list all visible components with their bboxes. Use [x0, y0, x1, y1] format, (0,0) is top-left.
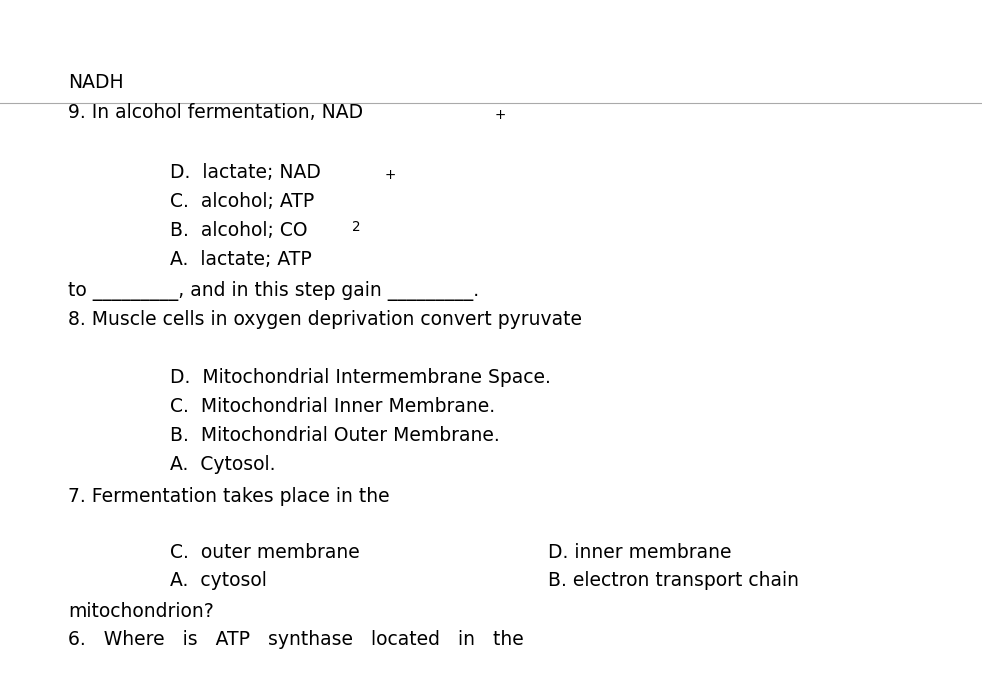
Text: 7. Fermentation takes place in the: 7. Fermentation takes place in the — [68, 487, 390, 506]
Text: C.  alcohol; ATP: C. alcohol; ATP — [170, 192, 314, 211]
Text: C.  Mitochondrial Inner Membrane.: C. Mitochondrial Inner Membrane. — [170, 397, 495, 416]
Text: D.  lactate; NAD: D. lactate; NAD — [170, 163, 321, 182]
Text: NADH: NADH — [68, 73, 124, 92]
Text: A.  lactate; ATP: A. lactate; ATP — [170, 250, 311, 269]
Text: +: + — [495, 108, 507, 122]
Text: B.  alcohol; CO: B. alcohol; CO — [170, 221, 307, 240]
Text: 9. In alcohol fermentation, NAD: 9. In alcohol fermentation, NAD — [68, 103, 363, 122]
Text: to _________, and in this step gain _________.: to _________, and in this step gain ____… — [68, 281, 479, 301]
Text: A.  Cytosol.: A. Cytosol. — [170, 455, 276, 474]
Text: C.  outer membrane: C. outer membrane — [170, 543, 359, 562]
Text: B. electron transport chain: B. electron transport chain — [548, 571, 799, 590]
Text: 6.   Where   is   ATP   synthase   located   in   the: 6. Where is ATP synthase located in the — [68, 630, 523, 649]
Text: 8. Muscle cells in oxygen deprivation convert pyruvate: 8. Muscle cells in oxygen deprivation co… — [68, 310, 582, 329]
Text: A.  cytosol: A. cytosol — [170, 571, 267, 590]
Text: B.  Mitochondrial Outer Membrane.: B. Mitochondrial Outer Membrane. — [170, 426, 500, 445]
Text: mitochondrion?: mitochondrion? — [68, 602, 214, 621]
Text: D.  Mitochondrial Intermembrane Space.: D. Mitochondrial Intermembrane Space. — [170, 368, 551, 387]
Text: +: + — [385, 168, 397, 182]
Text: D. inner membrane: D. inner membrane — [548, 543, 732, 562]
Text: 2: 2 — [352, 220, 360, 234]
